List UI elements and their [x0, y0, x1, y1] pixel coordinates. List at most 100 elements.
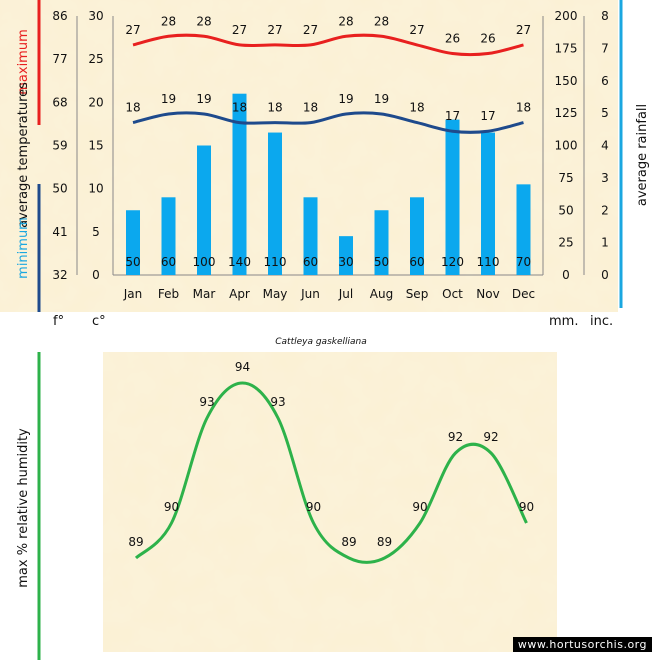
rainfall-bar-aug [374, 210, 389, 275]
rainfall-value: 50 [125, 255, 140, 269]
rainfall-value: 60 [303, 255, 318, 269]
humidity-value: 89 [341, 535, 356, 549]
max-temp-value: 27 [516, 23, 531, 37]
rainfall-bar-jul [339, 236, 353, 275]
celsius-unit: c° [92, 314, 106, 329]
fahrenheit-tick: 59 [52, 139, 67, 153]
max-temp-labels: 27 28 28 27 27 27 28 28 27 26 26 27 [125, 14, 531, 45]
fahrenheit-tick: 32 [52, 268, 67, 282]
inches-ticks: 8 7 6 5 4 3 2 1 0 [601, 9, 609, 282]
humidity-value: 90 [164, 500, 179, 514]
max-temp-value: 27 [125, 23, 140, 37]
celsius-tick: 15 [88, 139, 103, 153]
mm-tick: 75 [558, 171, 573, 185]
month-label: Aug [370, 287, 393, 301]
month-label: Nov [476, 287, 499, 301]
humidity-value: 93 [270, 395, 285, 409]
humidity-value: 90 [519, 500, 534, 514]
max-temp-value: 27 [267, 23, 282, 37]
month-label: Jun [300, 287, 320, 301]
rainfall-bar-dec [516, 184, 531, 275]
rainfall-bars [126, 93, 531, 275]
humidity-value: 94 [235, 360, 250, 374]
rainfall-value: 110 [264, 255, 287, 269]
celsius-tick: 25 [88, 52, 103, 66]
mm-tick: 100 [555, 139, 578, 153]
min-temp-value: 19 [161, 92, 176, 106]
minimum-title: minimum [16, 217, 31, 279]
mm-tick: 25 [558, 236, 573, 250]
month-labels: Jan Feb Mar Apr May Jun Jul Aug Sep Oct Nov Dec [123, 287, 535, 301]
humidity-value: 90 [412, 500, 427, 514]
mm-tick: 150 [555, 74, 578, 88]
min-temp-value: 17 [445, 109, 460, 123]
inches-tick: 5 [601, 106, 609, 120]
rainfall-value: 60 [409, 255, 424, 269]
month-label: Sep [406, 287, 429, 301]
mm-ticks: 200 175 150 125 100 75 50 25 0 [555, 9, 578, 282]
min-temp-value: 18 [125, 101, 140, 115]
min-temp-value: 18 [267, 101, 282, 115]
rainfall-labels: 50 60 100 140 110 60 30 50 60 120 110 70 [125, 255, 531, 269]
celsius-tick: 0 [92, 268, 100, 282]
fahrenheit-tick: 68 [52, 95, 67, 109]
max-temp-value: 28 [374, 14, 389, 28]
min-temp-value: 19 [338, 92, 353, 106]
max-temp-value: 28 [196, 14, 211, 28]
rainfall-value: 70 [516, 255, 531, 269]
celsius-tick: 30 [88, 9, 103, 23]
month-label: Oct [442, 287, 463, 301]
celsius-tick: 20 [88, 95, 103, 109]
maximum-title: maximum [16, 29, 31, 95]
min-temp-value: 18 [232, 101, 247, 115]
celsius-ticks: 30 25 20 15 10 5 0 [88, 9, 103, 282]
fahrenheit-tick: 77 [52, 52, 67, 66]
max-temp-value: 27 [303, 23, 318, 37]
humidity-value: 89 [128, 535, 143, 549]
humidity-value: 92 [483, 430, 498, 444]
celsius-tick: 10 [88, 182, 103, 196]
inches-tick: 8 [601, 9, 609, 23]
rainfall-bar-may [268, 132, 282, 275]
min-temp-line [132, 111, 524, 134]
month-label: Mar [193, 287, 216, 301]
humidity-value: 93 [199, 395, 214, 409]
min-temp-value: 17 [480, 109, 495, 123]
month-label: Jul [338, 287, 353, 301]
month-label: Apr [229, 287, 250, 301]
rainfall-bar-mar [197, 145, 211, 275]
rainfall-bar-jan [126, 210, 140, 275]
rainfall-bar-feb [161, 197, 176, 275]
species-caption: Cattleya gaskelliana [275, 337, 367, 347]
inches-tick: 0 [601, 268, 609, 282]
min-temp-value: 18 [303, 101, 318, 115]
rainfall-bar-oct [445, 119, 460, 275]
max-temp-value: 26 [480, 32, 495, 46]
rainfall-value: 50 [374, 255, 389, 269]
humidity-ylabel: max % relative humidity [16, 428, 31, 588]
rainfall-value: 110 [477, 255, 500, 269]
humidity-labels: 89 90 93 94 93 90 89 89 90 92 92 90 [128, 360, 534, 549]
inches-unit: inc. [590, 314, 613, 329]
min-temp-value: 19 [196, 92, 211, 106]
inches-tick: 1 [601, 236, 609, 250]
inches-tick: 4 [601, 139, 609, 153]
max-temp-line [132, 33, 524, 57]
rainfall-bar-sep [410, 197, 424, 275]
mm-unit: mm. [549, 314, 578, 329]
fahrenheit-ticks: 86 77 68 59 50 41 32 [52, 9, 67, 282]
max-temp-value: 27 [232, 23, 247, 37]
mm-tick: 50 [558, 203, 573, 217]
max-temp-value: 28 [161, 14, 176, 28]
mm-tick: 175 [555, 41, 578, 55]
min-temp-labels: 18 19 19 18 18 18 19 19 18 17 17 18 [125, 92, 531, 123]
inches-tick: 3 [601, 171, 609, 185]
min-temp-value: 19 [374, 92, 389, 106]
fahrenheit-unit: f° [53, 314, 64, 329]
month-label: Jan [123, 287, 143, 301]
fahrenheit-tick: 50 [52, 182, 67, 196]
rainfall-bar-nov [481, 132, 495, 275]
max-temp-value: 28 [338, 14, 353, 28]
inches-tick: 2 [601, 203, 609, 217]
